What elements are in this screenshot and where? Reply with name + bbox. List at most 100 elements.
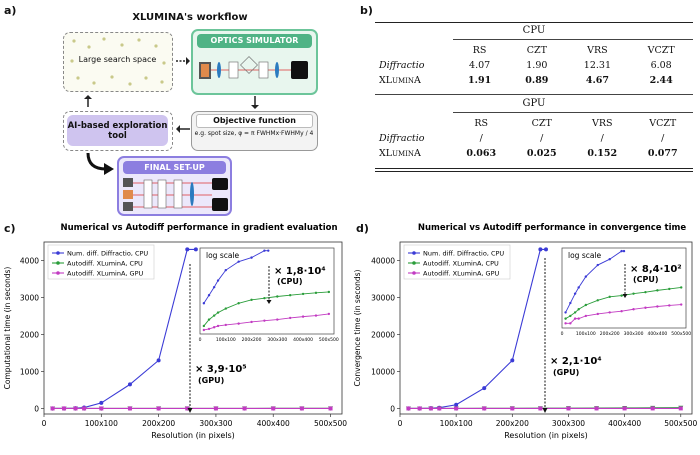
data-point — [544, 247, 548, 252]
gpu-header-rule — [453, 112, 693, 113]
panel-c-label: c) — [4, 222, 16, 235]
inset-data-point — [584, 303, 588, 307]
col-header: VCZT — [647, 45, 675, 56]
objective-formula: e.g. spot size, φ = π FWHMx·FWHMy / 4 — [194, 130, 314, 137]
inset-data-point — [564, 311, 567, 314]
inset-data-point — [573, 311, 577, 314]
inset-x-tick-label: 100x100 — [216, 337, 236, 343]
legend-marker — [412, 271, 416, 275]
y-tick-label: 3000 — [20, 293, 39, 302]
legend-label: Num. diff. Diffractio, CPU — [423, 250, 504, 258]
legend-label: Autodiff. XLuminA, GPU — [423, 270, 500, 278]
ai-tool-label: AI-based exploration tool — [67, 115, 168, 146]
cell: 6.08 — [650, 60, 672, 71]
cell: 0.152 — [587, 148, 618, 159]
inset-x-tick-label: 200x200 — [600, 331, 620, 337]
data-point — [538, 406, 543, 411]
inset-data-point — [596, 263, 599, 267]
inset-data-point — [569, 301, 572, 305]
cell: 1.91 — [468, 75, 492, 86]
y-tick-label: 0 — [390, 404, 395, 413]
inset-data-point — [212, 285, 216, 289]
optics-simulator-label: OPTICS SIMULATOR — [197, 34, 312, 48]
gpu-factor-tag: (GPU) — [553, 368, 579, 377]
inset-data-point — [632, 308, 635, 311]
search-space-box: Large search space — [63, 32, 173, 92]
y-tick-label: 2000 — [20, 330, 39, 339]
panel-a-label: a) — [4, 4, 17, 17]
inset-data-point — [608, 295, 611, 299]
data-point — [185, 247, 190, 252]
data-point — [622, 406, 627, 411]
inset-data-point — [668, 304, 671, 307]
x-tick-label: 0 — [42, 419, 47, 428]
inset-x-tick-label: 300x300 — [624, 331, 644, 337]
inset-data-point — [620, 294, 623, 297]
final-setup-box: FINAL SET-UP — [117, 156, 232, 216]
table-row: XLuminA 1.91 0.89 4.67 2.44 — [375, 73, 693, 88]
cell: 4.67 — [585, 75, 609, 86]
data-point — [650, 406, 655, 411]
cell: / — [600, 133, 604, 144]
inset-frame — [561, 247, 687, 329]
legend-label: Autodiff. XLuminA, GPU — [67, 270, 144, 278]
col-header: VRS — [591, 118, 613, 129]
mid-rule — [375, 94, 693, 95]
data-point — [156, 358, 161, 363]
inset-data-point — [237, 322, 240, 325]
inset-data-point — [301, 315, 305, 318]
inset-data-point — [216, 311, 220, 314]
inset-data-point — [577, 317, 580, 320]
optics-simulator-box: OPTICS SIMULATOR — [191, 29, 318, 95]
cell: 0.063 — [466, 148, 497, 159]
data-point — [73, 406, 78, 411]
data-point — [213, 406, 218, 411]
inset-data-point — [584, 314, 588, 318]
log-inset: log scale 0 100x100 200x200 300x300 400x400 50… — [561, 247, 691, 337]
data-point — [185, 406, 190, 411]
cell: 0.89 — [525, 75, 549, 86]
data-point — [271, 406, 276, 411]
cell: / — [540, 133, 544, 144]
inset-x-tick-label: 0 — [561, 331, 564, 337]
inset-data-point — [250, 298, 253, 302]
row-label: Diffractio — [379, 60, 425, 71]
legend-marker — [56, 261, 60, 265]
inset-data-point — [569, 322, 572, 325]
y-axis-label: Convergence time (in seconds) — [353, 269, 362, 386]
inset-x-tick-label: 400x400 — [293, 337, 313, 343]
inset-data-point — [207, 318, 211, 321]
data-point — [299, 406, 304, 411]
y-tick-label: 0 — [34, 404, 39, 413]
inset-data-point — [632, 292, 635, 295]
table-row: Diffractio 4.07 1.90 12.31 6.08 — [375, 58, 693, 73]
final-setup-label: FINAL SET-UP — [123, 161, 226, 174]
legend: Num. diff. Diffractio, CPU Autodiff. XLum… — [47, 244, 155, 280]
inset-x-tick-label: 300x300 — [267, 337, 287, 343]
col-header: CZT — [531, 118, 552, 129]
cell: 0.077 — [647, 148, 678, 159]
data-point — [62, 406, 67, 411]
cpu-arrow-head — [266, 300, 272, 304]
inset-data-point — [644, 306, 647, 309]
cpu-header: CPU — [522, 25, 546, 36]
x-tick-label: 500x500 — [314, 419, 347, 428]
cpu-factor-label: × 8,4·10² — [630, 264, 682, 275]
data-point — [156, 406, 161, 411]
ai-tool-outer: AI-based exploration tool — [63, 111, 173, 151]
inset-data-point — [267, 249, 270, 252]
legend-box — [47, 244, 155, 280]
legend-marker — [412, 251, 416, 255]
inset-data-point — [573, 292, 577, 295]
data-point — [406, 406, 411, 411]
arrow-up-icon — [84, 95, 92, 107]
inset-data-point — [573, 317, 577, 320]
inset-data-point — [668, 287, 671, 291]
inset-data-point — [224, 268, 227, 272]
data-point — [417, 406, 422, 411]
inset-data-point — [680, 303, 683, 306]
data-point — [82, 406, 87, 411]
gpu-table: RS CZT VRS VCZT Diffractio / / / / XLumi… — [375, 116, 693, 161]
inset-data-point — [584, 275, 588, 278]
inset-data-point — [216, 324, 220, 328]
